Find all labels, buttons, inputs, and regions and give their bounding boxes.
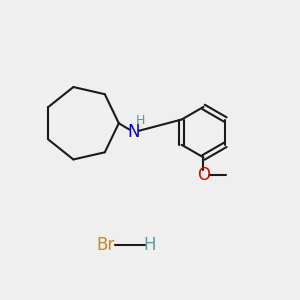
Text: N: N: [128, 123, 140, 141]
Text: Br: Br: [96, 236, 115, 254]
Text: O: O: [197, 166, 210, 184]
Text: H: H: [144, 236, 156, 254]
Text: H: H: [136, 114, 145, 128]
